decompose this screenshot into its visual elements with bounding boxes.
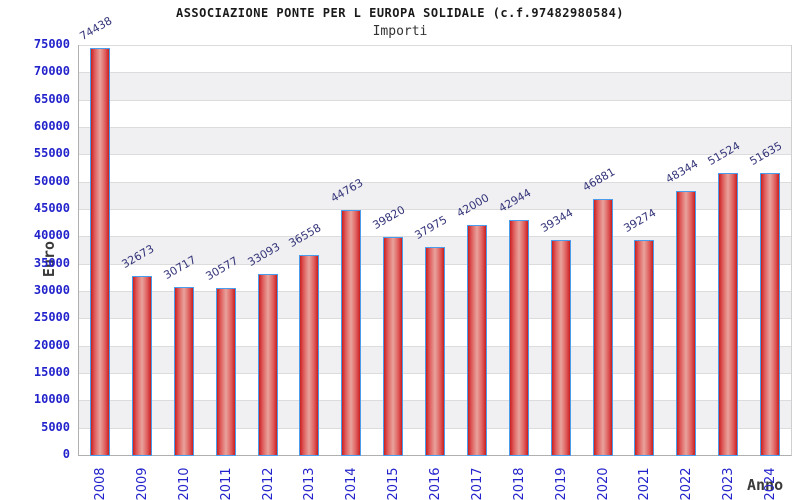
x-tick-label: 2020 bbox=[595, 467, 611, 500]
y-tick-label: 45000 bbox=[33, 201, 70, 215]
chart-title: ASSOCIAZIONE PONTE PER L EUROPA SOLIDALE… bbox=[175, 6, 625, 20]
bar-2012 bbox=[257, 274, 278, 456]
x-tick-label: 2022 bbox=[678, 467, 694, 500]
grid-band bbox=[79, 209, 791, 236]
x-tick-label: 2018 bbox=[511, 467, 527, 500]
y-tick-label: 10000 bbox=[33, 392, 70, 407]
y-tick-label: 70000 bbox=[33, 64, 70, 79]
x-tick-label: 2009 bbox=[134, 467, 150, 500]
bar-2023 bbox=[718, 173, 739, 456]
x-tick-label: 2019 bbox=[553, 467, 569, 500]
bar-2011 bbox=[215, 287, 236, 456]
bar-2016 bbox=[425, 247, 446, 456]
grid-band bbox=[79, 127, 791, 155]
grid-band bbox=[79, 181, 791, 209]
bar-2022 bbox=[676, 190, 697, 456]
grid-band bbox=[79, 99, 791, 127]
y-tick-label: 20000 bbox=[33, 337, 70, 352]
x-tick-label: 2013 bbox=[301, 467, 317, 500]
bar-2009 bbox=[131, 276, 152, 456]
y-tick-label: 35000 bbox=[33, 255, 70, 270]
y-tick-label: 60000 bbox=[33, 119, 70, 133]
grid-band bbox=[79, 45, 791, 72]
y-tick-label: 40000 bbox=[33, 228, 70, 243]
x-tick-label: 2015 bbox=[385, 467, 401, 500]
bar-2019 bbox=[550, 239, 571, 456]
bar-2024 bbox=[760, 172, 781, 456]
x-tick-label: 2021 bbox=[636, 467, 652, 500]
x-tick-label: 2010 bbox=[176, 467, 192, 500]
y-tick-label: 50000 bbox=[33, 173, 70, 188]
bar-2014 bbox=[341, 210, 362, 456]
x-tick-label: 2016 bbox=[427, 467, 443, 500]
bar-2008 bbox=[89, 48, 110, 456]
y-tick-label: 5000 bbox=[41, 419, 70, 434]
bar-2013 bbox=[299, 255, 320, 456]
grid-band bbox=[79, 154, 791, 181]
grid-band bbox=[79, 72, 791, 100]
bar-2015 bbox=[383, 237, 404, 456]
y-tick-label: 25000 bbox=[33, 310, 70, 325]
bar-2020 bbox=[592, 198, 613, 456]
bar-2017 bbox=[466, 225, 487, 456]
chart-subtitle: Importi bbox=[372, 24, 428, 39]
y-tick-label: 15000 bbox=[33, 365, 70, 379]
x-tick-label: 2024 bbox=[762, 467, 778, 500]
x-axis-title: Anno bbox=[747, 476, 784, 494]
y-tick-label: 75000 bbox=[33, 37, 70, 51]
y-tick-label: 55000 bbox=[33, 146, 70, 161]
bar-2021 bbox=[634, 240, 655, 456]
y-tick-label: 65000 bbox=[33, 91, 70, 106]
x-tick-label: 2008 bbox=[92, 467, 108, 500]
y-tick-label: 30000 bbox=[33, 283, 70, 297]
bar-2018 bbox=[508, 220, 529, 456]
bar-2010 bbox=[173, 287, 194, 456]
x-tick-label: 2017 bbox=[469, 467, 485, 500]
x-tick-label: 2023 bbox=[720, 467, 736, 500]
x-tick-label: 2014 bbox=[343, 467, 359, 500]
x-tick-label: 2011 bbox=[218, 467, 234, 500]
y-tick-label: 0 bbox=[62, 447, 70, 461]
x-tick-label: 2012 bbox=[260, 467, 276, 500]
